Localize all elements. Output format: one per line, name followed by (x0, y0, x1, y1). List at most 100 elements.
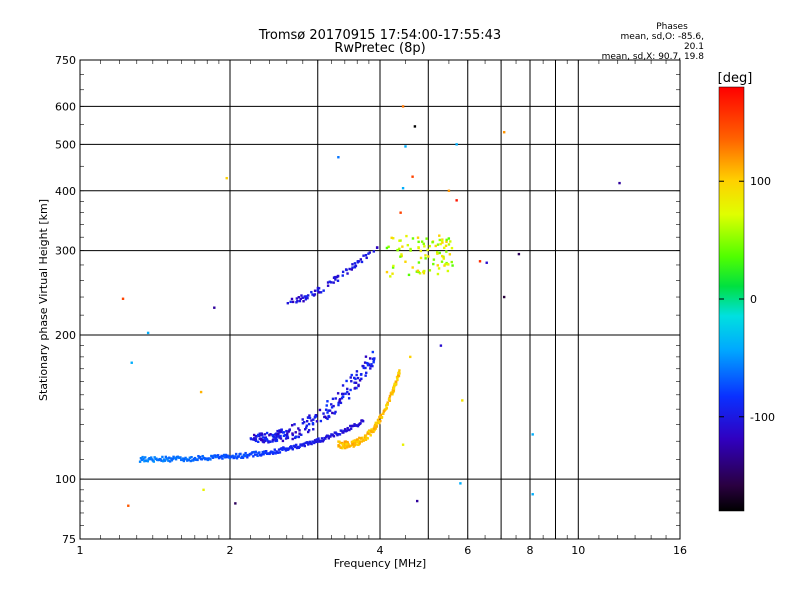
data-point (423, 245, 426, 248)
data-point (144, 456, 147, 459)
data-point (353, 376, 356, 380)
data-point (211, 456, 215, 459)
data-point (447, 237, 451, 240)
data-point (449, 240, 452, 243)
data-point (388, 399, 392, 402)
data-point (169, 457, 173, 460)
data-point (282, 431, 285, 434)
data-point (273, 448, 276, 451)
data-point (353, 444, 356, 447)
data-point (326, 417, 329, 421)
data-point (438, 234, 441, 237)
data-point (281, 448, 284, 451)
data-point (353, 262, 357, 265)
data-point (385, 270, 389, 274)
data-point (286, 436, 290, 440)
data-point (253, 437, 256, 440)
data-point (302, 300, 305, 303)
data-point (249, 437, 253, 440)
data-point (344, 392, 347, 395)
data-point (343, 429, 346, 433)
data-point (314, 415, 317, 418)
data-point (269, 433, 272, 436)
data-point (338, 400, 341, 404)
data-point (409, 355, 412, 359)
data-point (305, 420, 309, 423)
data-point (436, 243, 440, 246)
data-point (224, 453, 228, 457)
data-point (170, 459, 174, 462)
data-point (340, 441, 344, 445)
data-point (348, 445, 351, 448)
x-axis-label: Frequency [MHz] (334, 557, 426, 570)
data-point (401, 186, 405, 190)
data-point (391, 272, 394, 275)
data-point (378, 416, 381, 419)
data-point (391, 393, 394, 396)
data-point (257, 440, 260, 443)
data-point (182, 459, 186, 463)
data-point (303, 420, 306, 424)
data-point (362, 365, 365, 368)
data-point (310, 419, 313, 422)
data-point (303, 444, 306, 448)
data-point (363, 434, 367, 437)
data-point (291, 432, 294, 435)
data-point (372, 360, 375, 364)
data-point (350, 440, 354, 444)
data-point (356, 440, 360, 443)
data-point (222, 453, 226, 457)
data-point (256, 434, 260, 437)
data-point (307, 429, 311, 432)
data-point (345, 442, 348, 446)
data-point (427, 255, 430, 258)
data-point (284, 449, 288, 452)
data-point (352, 445, 355, 448)
data-point (359, 258, 363, 261)
data-point (416, 236, 420, 239)
data-point (398, 247, 401, 251)
data-point (300, 294, 303, 297)
data-point (388, 397, 391, 401)
grid-layer (80, 60, 680, 539)
data-point (444, 244, 448, 248)
data-point (279, 429, 282, 433)
data-point (291, 448, 294, 451)
data-point (263, 439, 267, 443)
data-point (276, 435, 279, 438)
data-point (317, 437, 320, 440)
data-point (306, 294, 310, 297)
y-tick-label: 300 (55, 245, 76, 258)
data-point (401, 105, 405, 108)
data-point (351, 266, 354, 269)
data-point (225, 176, 228, 180)
data-point (371, 350, 375, 354)
data-point (282, 434, 286, 437)
data-point (345, 444, 349, 447)
data-point (349, 444, 352, 447)
data-point (297, 296, 300, 299)
data-point (290, 297, 294, 301)
data-point (417, 246, 420, 249)
data-point (166, 458, 169, 461)
data-point (301, 296, 304, 300)
data-point (455, 143, 458, 146)
data-point (345, 268, 348, 272)
data-point (441, 241, 444, 244)
x-tick-label: 2 (227, 544, 234, 557)
data-point (341, 443, 344, 446)
data-point (423, 269, 426, 273)
data-point (365, 437, 368, 440)
data-point (329, 435, 332, 438)
data-point (367, 252, 370, 255)
data-point (198, 455, 202, 459)
data-point (190, 455, 193, 459)
phase-stats-o-mode: mean, sd,O: -85.6, 20.1 (620, 32, 704, 52)
data-point (401, 245, 404, 248)
data-point (312, 294, 316, 297)
data-point (368, 432, 371, 435)
data-point (201, 454, 204, 458)
data-point (354, 377, 357, 381)
colorbar-tick-label: -100 (750, 411, 775, 424)
data-point (274, 438, 278, 442)
